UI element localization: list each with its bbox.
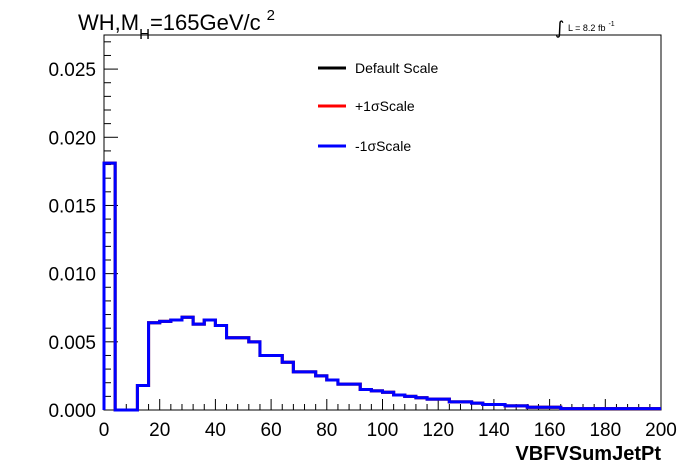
- x-tick-label: 160: [534, 420, 566, 441]
- x-axis-label: VBFVSumJetPt: [515, 443, 661, 465]
- y-tick-label: 0.020: [48, 128, 96, 149]
- legend-label: +1σScale: [355, 98, 415, 114]
- x-tick-label: 140: [478, 420, 510, 441]
- title-subscript: H: [139, 26, 150, 43]
- title-prefix: WH,M: [78, 10, 139, 35]
- x-tick-label: 180: [589, 420, 621, 441]
- luminosity-label: L = 8.2 fb -1: [568, 21, 615, 33]
- legend-label: -1σScale: [355, 138, 411, 154]
- x-axis: 0 20 40 60 80 100 120 140 160 180 200: [99, 399, 677, 441]
- y-tick-label: 0.015: [48, 196, 96, 217]
- x-tick-label: 200: [645, 420, 677, 441]
- x-tick-label: 40: [205, 420, 226, 441]
- x-tick-label: 120: [422, 420, 454, 441]
- y-tick-label: 0.005: [48, 333, 96, 354]
- series-line-3: [102, 161, 661, 412]
- series-line-1: [102, 161, 661, 412]
- series-line-2: [102, 161, 661, 412]
- luminosity-superscript: -1: [608, 21, 614, 28]
- title-mid: =165GeV/c: [150, 10, 261, 35]
- title-superscript: 2: [267, 7, 275, 24]
- luminosity-text: L = 8.2 fb: [568, 23, 605, 33]
- x-tick-label: 60: [261, 420, 282, 441]
- y-tick-label: 0.010: [48, 265, 96, 286]
- legend-label: Default Scale: [355, 60, 438, 76]
- x-tick-label: 20: [149, 420, 170, 441]
- x-tick-label: 100: [367, 420, 399, 441]
- luminosity-integral: ∫: [555, 18, 564, 39]
- plot-frame: [103, 34, 662, 411]
- x-tick-label: 80: [316, 420, 337, 441]
- chart-title: WH,MH=165GeV/c 2: [78, 7, 275, 43]
- y-tick-label: 0.025: [48, 60, 96, 81]
- legend: Default Scale +1σScale -1σScale: [318, 60, 438, 154]
- series-layer: [102, 161, 661, 412]
- y-tick-label: 0.000: [48, 401, 96, 422]
- y-axis: 0.000 0.005 0.010 0.015 0.020 0.025: [48, 41, 118, 422]
- x-tick-label: 0: [99, 420, 110, 441]
